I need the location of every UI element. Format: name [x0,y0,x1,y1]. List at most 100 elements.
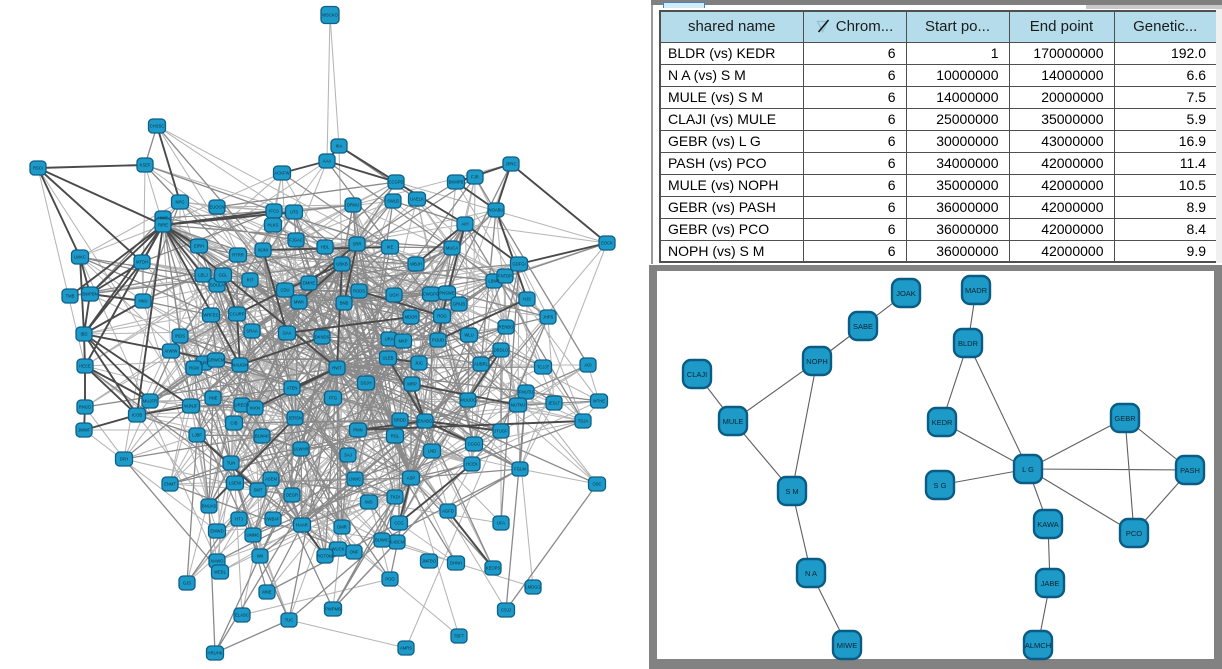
svg-text:WLU: WLU [464,333,473,338]
svg-text:BUWIC: BUWIC [375,538,389,543]
svg-text:RSCI: RSCI [33,166,43,171]
svg-text:DMR: DMR [337,525,347,530]
svg-text:LJBF: LJBF [192,433,202,438]
svg-text:LBLJ: LBLJ [198,273,208,278]
svg-text:RODS: RODS [353,289,365,294]
svg-text:PIJUD: PIJUD [432,338,444,343]
svg-text:AAA: AAA [323,159,332,164]
svg-text:DHNH: DHNH [450,561,462,566]
svg-text:ELASC: ELASC [235,613,249,618]
svg-text:PASH: PASH [1180,466,1200,475]
svg-text:BLWAK: BLWAK [255,434,269,439]
svg-text:UGH: UGH [389,293,398,298]
svg-text:EMWD: EMWD [210,529,223,534]
svg-text:WII: WII [257,554,263,559]
svg-text:TCJJT: TCJJT [537,365,550,370]
svg-text:DSJH: DSJH [361,381,372,386]
svg-text:UTS: UTS [290,210,299,215]
svg-text:JMFBO: JMFBO [422,559,437,564]
svg-text:GRWCM: GRWCM [208,358,225,363]
svg-text:RNGD: RNGD [79,405,91,410]
svg-text:AGFD: AGFD [442,509,454,514]
svg-text:URA: URA [385,337,394,342]
svg-text:RWT: RWT [332,366,342,371]
svg-text:UBKB: UBKB [336,262,348,267]
svg-text:CWGPG: CWGPG [423,292,439,297]
svg-text:S G: S G [934,481,947,490]
svg-text:CCURP: CCURP [230,312,245,317]
svg-text:MUJFR: MUJFR [143,399,157,404]
svg-text:CCGPD: CCGPD [388,180,403,185]
svg-text:UAELK: UAELK [410,197,424,202]
svg-text:HRUHK: HRUHK [208,651,223,656]
svg-text:GAA: GAA [283,331,292,336]
svg-text:JOAK: JOAK [896,289,916,298]
svg-text:HTJ: HTJ [235,517,243,522]
svg-text:ALMCH: ALMCH [1025,641,1051,650]
svg-text:BKMPB: BKMPB [449,180,464,185]
svg-text:SABE: SABE [853,322,873,331]
svg-text:BRDD: BRDD [394,418,406,423]
svg-text:DRWJ: DRWJ [347,203,359,208]
svg-text:RGL: RGL [391,434,400,439]
svg-text:URECH: URECH [235,403,250,408]
svg-text:AUBRL: AUBRL [474,362,489,367]
svg-text:GGL: GGL [219,273,229,278]
svg-text:SRAA: SRAA [246,329,258,334]
svg-text:SMT: SMT [254,488,263,493]
svg-text:WUCK: WUCK [332,547,345,552]
svg-text:LSENI: LSENI [229,481,241,486]
svg-text:DMHE: DMHE [303,281,316,286]
svg-text:BWPBN: BWPBN [82,292,97,297]
svg-text:MADR: MADR [965,286,988,295]
svg-text:MULE: MULE [723,417,744,426]
svg-text:GRIJB: GRIJB [453,302,466,307]
svg-text:AMRS: AMRS [400,646,412,651]
svg-text:KAWA: KAWA [1037,520,1059,529]
svg-text:NOPH: NOPH [806,357,828,366]
svg-text:HAAR: HAAR [296,523,308,528]
svg-text:JPRC: JPRC [506,162,517,167]
svg-text:SWLB: SWLB [387,199,399,204]
svg-text:ACKFW: ACKFW [274,171,289,176]
svg-text:JUC: JUC [415,361,423,366]
svg-text:ONF: ONF [350,550,359,555]
svg-text:AIWIW: AIWIW [164,349,177,354]
svg-text:WEBL: WEBL [214,570,227,575]
svg-text:MTDH: MTDH [136,260,148,265]
svg-text:MRP: MRP [407,382,417,387]
svg-text:BNUAS: BNUAS [202,504,217,509]
svg-text:ASEM: ASEM [265,477,277,482]
svg-text:TUN: TUN [227,461,236,466]
svg-text:PCO: PCO [1126,529,1142,538]
svg-text:ICOB: ICOB [132,413,142,418]
svg-text:RGM: RGM [189,366,199,371]
svg-text:TMB: TMB [66,294,75,299]
svg-text:IKA: IKA [336,144,343,149]
svg-text:WUUOC: WUUOC [460,398,476,403]
svg-text:IRDS: IRDS [175,334,185,339]
svg-text:MIWE: MIWE [837,641,857,650]
svg-text:FFG: FFG [329,396,337,401]
svg-text:SAJ: SAJ [344,453,352,458]
svg-text:CCG: CCG [394,521,403,526]
svg-text:FJR: FJR [471,175,479,180]
svg-text:MUCA: MUCA [446,246,459,251]
svg-text:UFA: UFA [497,521,505,526]
svg-text:GJS: GJS [183,581,191,586]
svg-text:MWK: MWK [294,300,304,305]
svg-text:CGGG: CGGG [468,442,481,447]
svg-text:ENABG: ENABG [418,419,433,424]
svg-text:DKNDS: DKNDS [315,335,330,340]
svg-text:PNSWE: PNSWE [439,291,455,296]
svg-text:FJGAC: FJGAC [289,238,303,243]
svg-text:IBD: IBD [81,332,88,337]
svg-text:HECE: HECE [79,364,91,369]
svg-text:CSJJ: CSJJ [501,608,511,613]
svg-text:ATEN: ATEN [287,386,298,391]
svg-text:JABE: JABE [1041,579,1060,588]
svg-text:KEDR: KEDR [932,418,953,427]
svg-text:HWC: HWC [158,216,168,221]
svg-text:KEOPS: KEOPS [486,566,501,571]
svg-text:PMN: PMN [353,428,362,433]
